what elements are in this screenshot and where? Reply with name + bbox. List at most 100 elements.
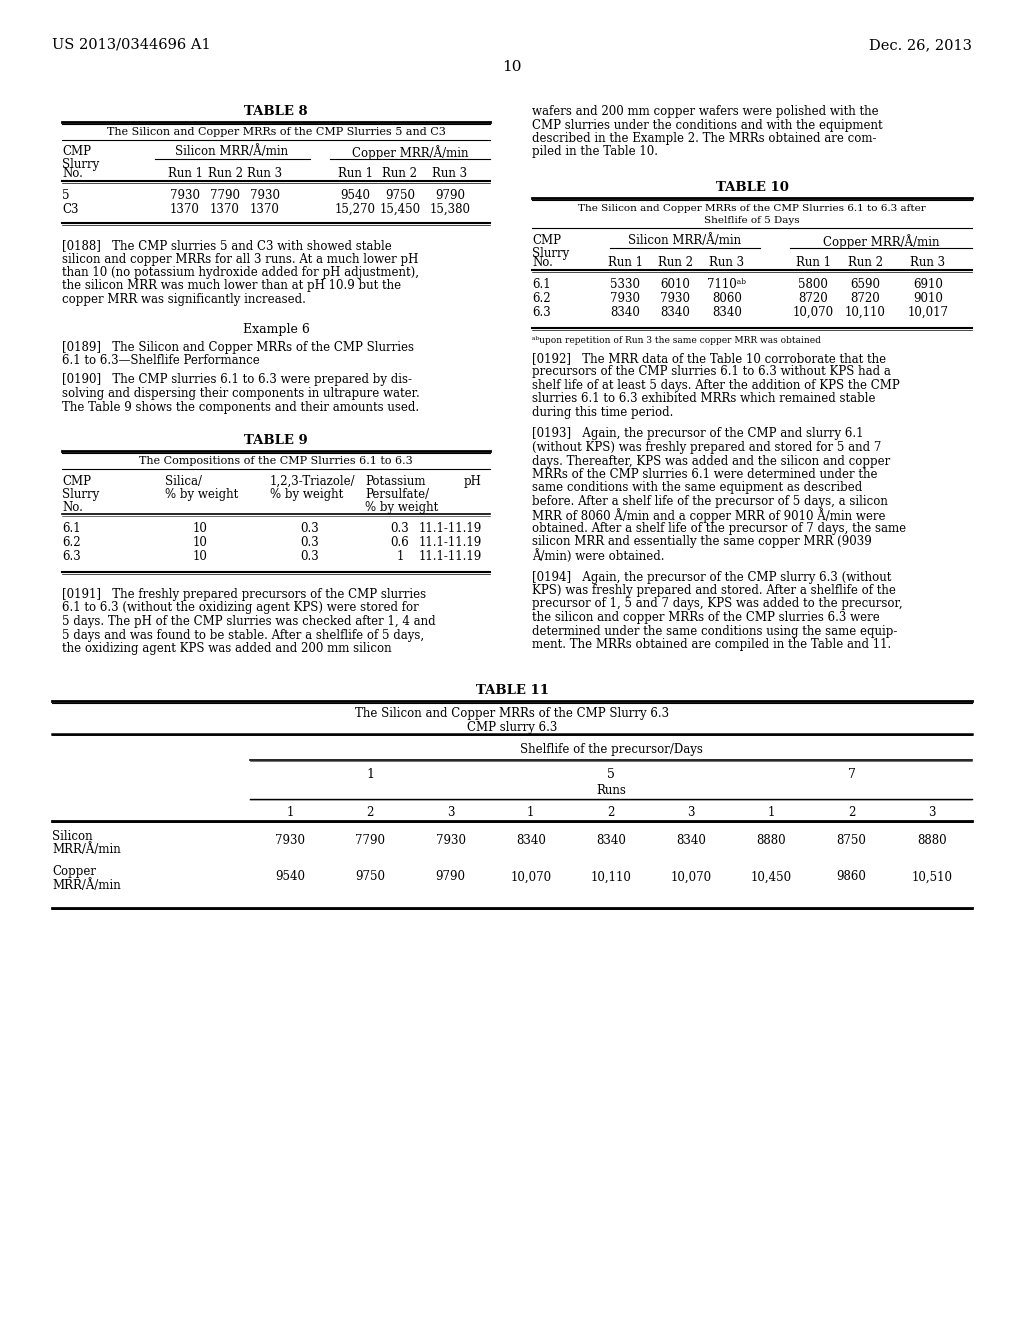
Text: TABLE 9: TABLE 9 (244, 434, 308, 447)
Text: 8750: 8750 (837, 834, 866, 847)
Text: No.: No. (62, 168, 83, 180)
Text: 7790: 7790 (355, 834, 385, 847)
Text: 6.1: 6.1 (532, 279, 551, 290)
Text: 10: 10 (193, 550, 208, 564)
Text: 7930: 7930 (275, 834, 305, 847)
Text: MRRs of the CMP slurries 6.1 were determined under the: MRRs of the CMP slurries 6.1 were determ… (532, 469, 878, 480)
Text: described in the Example 2. The MRRs obtained are com-: described in the Example 2. The MRRs obt… (532, 132, 877, 145)
Text: 6.1: 6.1 (62, 521, 81, 535)
Text: 11.1-11.19: 11.1-11.19 (419, 536, 482, 549)
Text: 7930: 7930 (660, 292, 690, 305)
Text: the silicon and copper MRRs of the CMP slurries 6.3 were: the silicon and copper MRRs of the CMP s… (532, 611, 880, 624)
Text: Persulfate/: Persulfate/ (365, 488, 429, 502)
Text: 5800: 5800 (798, 279, 828, 290)
Text: TABLE 8: TABLE 8 (244, 106, 308, 117)
Text: Potassium: Potassium (365, 475, 426, 488)
Text: 1: 1 (768, 805, 775, 818)
Text: 8340: 8340 (516, 834, 546, 847)
Text: Slurry: Slurry (62, 488, 99, 502)
Text: 3: 3 (687, 805, 695, 818)
Text: 10,450: 10,450 (751, 870, 792, 883)
Text: 8060: 8060 (712, 292, 742, 305)
Text: 9750: 9750 (385, 189, 415, 202)
Text: 1370: 1370 (210, 203, 240, 216)
Text: 7930: 7930 (610, 292, 640, 305)
Text: 15,380: 15,380 (429, 203, 470, 216)
Text: 1370: 1370 (170, 203, 200, 216)
Text: before. After a shelf life of the precursor of 5 days, a silicon: before. After a shelf life of the precur… (532, 495, 888, 508)
Text: 8880: 8880 (757, 834, 786, 847)
Text: Run 3: Run 3 (432, 168, 468, 180)
Text: piled in the Table 10.: piled in the Table 10. (532, 145, 658, 158)
Text: Run 3: Run 3 (248, 168, 283, 180)
Text: CMP slurries under the conditions and with the equipment: CMP slurries under the conditions and wi… (532, 119, 883, 132)
Text: Silicon: Silicon (52, 829, 92, 842)
Text: 6910: 6910 (913, 279, 943, 290)
Text: Copper: Copper (52, 866, 96, 879)
Text: 1: 1 (396, 550, 403, 564)
Text: Copper MRR/Å/min: Copper MRR/Å/min (822, 234, 939, 249)
Text: 0.3: 0.3 (390, 521, 410, 535)
Text: 6.1 to 6.3—Shelflife Performance: 6.1 to 6.3—Shelflife Performance (62, 354, 260, 367)
Text: obtained. After a shelf life of the precursor of 7 days, the same: obtained. After a shelf life of the prec… (532, 521, 906, 535)
Text: 6010: 6010 (660, 279, 690, 290)
Text: Run 1: Run 1 (168, 168, 203, 180)
Text: 11.1-11.19: 11.1-11.19 (419, 521, 482, 535)
Text: 9540: 9540 (340, 189, 370, 202)
Text: % by weight: % by weight (365, 502, 438, 513)
Text: slurries 6.1 to 6.3 exhibited MRRs which remained stable: slurries 6.1 to 6.3 exhibited MRRs which… (532, 392, 876, 405)
Text: 1370: 1370 (250, 203, 280, 216)
Text: [0190]   The CMP slurries 6.1 to 6.3 were prepared by dis-: [0190] The CMP slurries 6.1 to 6.3 were … (62, 374, 412, 387)
Text: The Table 9 shows the components and their amounts used.: The Table 9 shows the components and the… (62, 400, 419, 413)
Text: CMP slurry 6.3: CMP slurry 6.3 (467, 721, 557, 734)
Text: Slurry: Slurry (532, 247, 569, 260)
Text: Run 1: Run 1 (338, 168, 373, 180)
Text: Dec. 26, 2013: Dec. 26, 2013 (869, 38, 972, 51)
Text: 5: 5 (607, 767, 615, 780)
Text: 5 days and was found to be stable. After a shelflife of 5 days,: 5 days and was found to be stable. After… (62, 628, 424, 642)
Text: 8340: 8340 (596, 834, 626, 847)
Text: 8340: 8340 (676, 834, 707, 847)
Text: 5330: 5330 (610, 279, 640, 290)
Text: Å/min) were obtained.: Å/min) were obtained. (532, 549, 665, 562)
Text: Run 3: Run 3 (710, 256, 744, 269)
Text: 2: 2 (367, 805, 374, 818)
Text: 10: 10 (193, 521, 208, 535)
Text: The Compositions of the CMP Slurries 6.1 to 6.3: The Compositions of the CMP Slurries 6.1… (139, 455, 413, 466)
Text: 10,017: 10,017 (907, 306, 948, 319)
Text: C3: C3 (62, 203, 79, 216)
Text: Example 6: Example 6 (243, 322, 309, 335)
Text: the oxidizing agent KPS was added and 200 mm silicon: the oxidizing agent KPS was added and 20… (62, 642, 391, 655)
Text: % by weight: % by weight (270, 488, 343, 502)
Text: Run 1: Run 1 (607, 256, 642, 269)
Text: 10,070: 10,070 (793, 306, 834, 319)
Text: 10,510: 10,510 (911, 870, 952, 883)
Text: days. Thereafter, KPS was added and the silicon and copper: days. Thereafter, KPS was added and the … (532, 454, 890, 467)
Text: 6.2: 6.2 (532, 292, 551, 305)
Text: (without KPS) was freshly prepared and stored for 5 and 7: (without KPS) was freshly prepared and s… (532, 441, 882, 454)
Text: shelf life of at least 5 days. After the addition of KPS the CMP: shelf life of at least 5 days. After the… (532, 379, 900, 392)
Text: Silicon MRR/Å/min: Silicon MRR/Å/min (175, 145, 289, 158)
Text: [0194]   Again, the precursor of the CMP slurry 6.3 (without: [0194] Again, the precursor of the CMP s… (532, 570, 891, 583)
Text: 9010: 9010 (913, 292, 943, 305)
Text: No.: No. (62, 502, 83, 513)
Text: MRR/Å/min: MRR/Å/min (52, 879, 121, 892)
Text: 6.3: 6.3 (62, 550, 81, 564)
Text: The Silicon and Copper MRRs of the CMP Slurries 6.1 to 6.3 after: The Silicon and Copper MRRs of the CMP S… (579, 205, 926, 213)
Text: 15,270: 15,270 (335, 203, 376, 216)
Text: 9790: 9790 (435, 870, 466, 883)
Text: Silicon MRR/Å/min: Silicon MRR/Å/min (629, 234, 741, 247)
Text: 3: 3 (928, 805, 936, 818)
Text: The Silicon and Copper MRRs of the CMP Slurries 5 and C3: The Silicon and Copper MRRs of the CMP S… (106, 127, 445, 137)
Text: copper MRR was significantly increased.: copper MRR was significantly increased. (62, 293, 306, 306)
Text: 10,070: 10,070 (671, 870, 712, 883)
Text: 8340: 8340 (712, 306, 742, 319)
Text: 10,070: 10,070 (510, 870, 551, 883)
Text: 9540: 9540 (275, 870, 305, 883)
Text: wafers and 200 mm copper wafers were polished with the: wafers and 200 mm copper wafers were pol… (532, 106, 879, 117)
Text: 5 days. The pH of the CMP slurries was checked after 1, 4 and: 5 days. The pH of the CMP slurries was c… (62, 615, 435, 628)
Text: [0189]   The Silicon and Copper MRRs of the CMP Slurries: [0189] The Silicon and Copper MRRs of th… (62, 341, 414, 354)
Text: 6.2: 6.2 (62, 536, 81, 549)
Text: 0.6: 0.6 (390, 536, 410, 549)
Text: MRR/Å/min: MRR/Å/min (52, 843, 121, 857)
